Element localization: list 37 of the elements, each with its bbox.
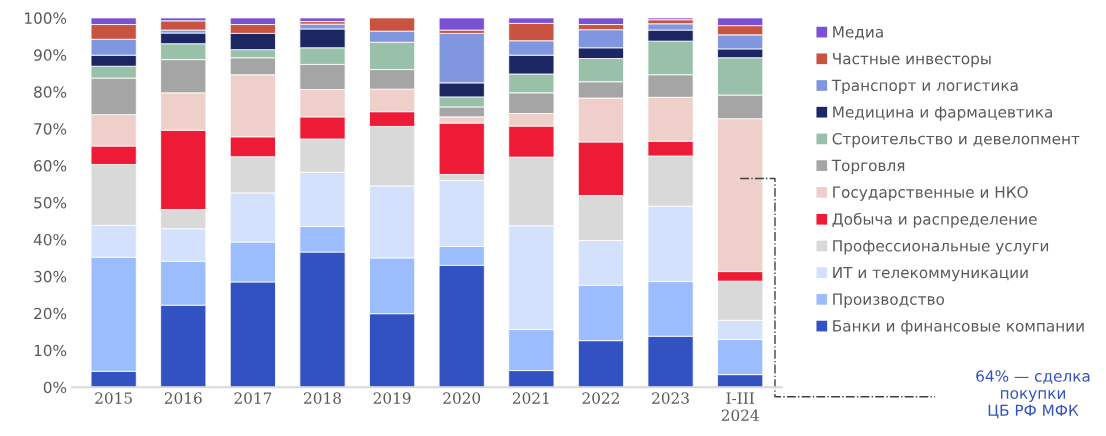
- y-tick-label: 10%: [34, 344, 67, 357]
- y-tick-label: 20%: [34, 307, 67, 320]
- x-tick-label: 2019: [373, 392, 411, 404]
- y-tick-label: 40%: [33, 233, 67, 246]
- legend-label: Частные инвесторы: [833, 53, 991, 68]
- y-tick-label: 60%: [34, 160, 67, 172]
- y-tick-label: 90%: [34, 49, 67, 61]
- legend-label: Добыча и распределение: [832, 212, 1037, 228]
- y-tick-label: 50%: [34, 196, 67, 209]
- y-tick-label: 30%: [34, 270, 67, 283]
- legend-label: ИТ и телекоммуникации: [833, 266, 1028, 282]
- bar: [299, 17, 346, 22]
- x-tick-label: 2021: [512, 392, 549, 404]
- y-tick-label: 70%: [34, 123, 67, 135]
- x-tick-label: 2016: [164, 392, 202, 404]
- text: 64% — сделка покупки ЦБ РФ МФК: [976, 370, 1090, 419]
- legend-label: Медицина и фармацевтика: [833, 106, 1052, 121]
- legend-label: Медиа: [833, 26, 883, 40]
- legend-label: Транспорт и логистика: [831, 79, 1018, 95]
- bar: [160, 20, 207, 31]
- x-tick-label: 2023: [652, 392, 689, 404]
- x-tick-label: 2018: [304, 392, 341, 404]
- legend-label: Строительство и девелопмент: [832, 132, 1080, 148]
- x-tick-label: 2017: [234, 392, 272, 404]
- legend-label: Торговля: [831, 159, 905, 175]
- x-tick-label: I-III 2024: [721, 392, 759, 421]
- bar: [438, 17, 485, 31]
- x-tick-label: 2020: [443, 392, 481, 404]
- x-tick-label: 2015: [95, 392, 132, 404]
- y-tick-label: 100%: [25, 12, 67, 24]
- x-tick-label: 2022: [582, 392, 619, 404]
- y-tick-label: 0%: [43, 381, 67, 394]
- legend-label: Государственные и НКО: [833, 186, 1028, 201]
- y-tick-label: 80%: [34, 86, 67, 98]
- legend-label: Банки и финансовые компании: [833, 320, 1084, 335]
- legend-label: Производство: [833, 293, 945, 308]
- legend-label: Профессиональные услуги: [833, 240, 1049, 255]
